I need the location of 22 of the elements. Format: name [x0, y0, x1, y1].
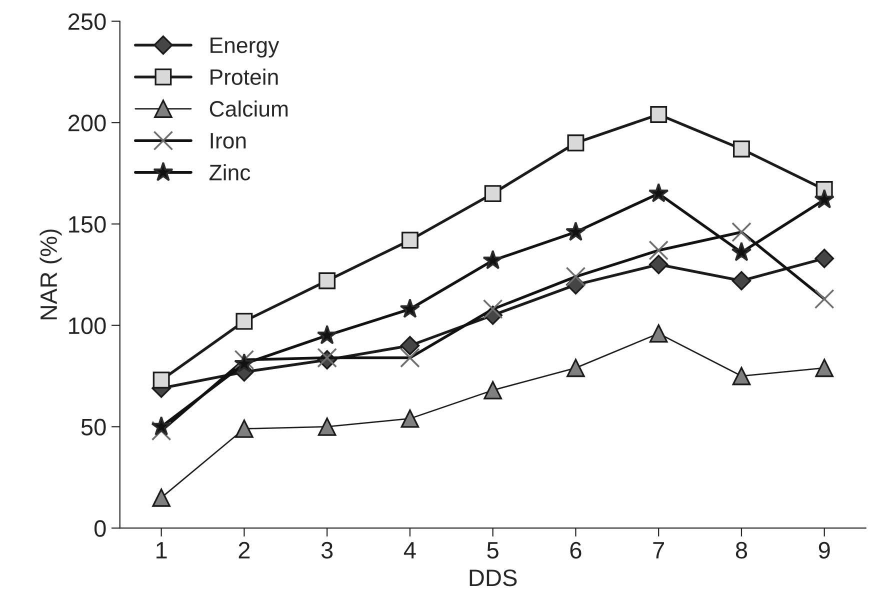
legend-label: Calcium — [210, 100, 288, 117]
y-tick-label: 200 — [68, 114, 106, 132]
y-tick-label: 0 — [94, 520, 106, 537]
x-tick-label: 4 — [404, 542, 416, 558]
x-tick-label: 3 — [321, 542, 333, 559]
x-tick-label: 5 — [487, 542, 498, 559]
legend-label: Zinc — [209, 164, 250, 180]
legend-label: Protein — [210, 68, 278, 85]
x-tick-label: 2 — [238, 542, 250, 558]
y-tick-label: 50 — [81, 418, 106, 436]
legend-label: Iron — [210, 133, 246, 149]
x-tick-label: 6 — [570, 542, 582, 559]
x-tick-label: 7 — [653, 542, 664, 558]
legend-label: Energy — [210, 38, 280, 58]
x-tick-label: 8 — [736, 542, 748, 559]
x-axis-title: DDS — [470, 569, 517, 586]
y-tick-label: 100 — [69, 317, 106, 334]
y-tick-label: 250 — [68, 13, 106, 30]
x-tick-label: 9 — [818, 542, 830, 559]
y-axis-title: NAR (%) — [40, 230, 62, 320]
x-tick-label: 1 — [156, 542, 167, 558]
y-tick-label: 150 — [69, 216, 106, 233]
